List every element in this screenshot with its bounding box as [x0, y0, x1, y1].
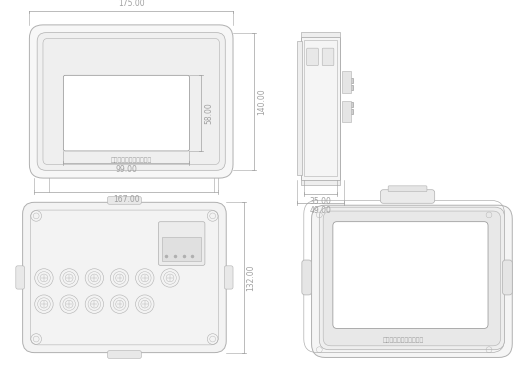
Text: 132.00: 132.00 — [246, 264, 255, 291]
Bar — [304, 41, 337, 176]
Text: 多参数在线水质监测系统: 多参数在线水质监测系统 — [382, 337, 424, 343]
FancyBboxPatch shape — [302, 260, 312, 295]
FancyBboxPatch shape — [323, 211, 501, 346]
FancyBboxPatch shape — [333, 222, 488, 328]
Bar — [346, 78, 353, 83]
Text: 99.00: 99.00 — [115, 166, 138, 174]
FancyBboxPatch shape — [388, 186, 427, 192]
FancyBboxPatch shape — [224, 266, 233, 289]
Text: 35.00: 35.00 — [310, 196, 331, 205]
FancyBboxPatch shape — [23, 202, 226, 353]
Text: 多参数在线水质监测系统: 多参数在线水质监测系统 — [110, 157, 152, 163]
Text: 167.00: 167.00 — [113, 195, 140, 203]
Bar — [341, 100, 352, 122]
Bar — [301, 32, 340, 36]
Bar — [346, 109, 353, 114]
FancyBboxPatch shape — [322, 48, 334, 65]
Bar — [162, 237, 201, 262]
FancyBboxPatch shape — [107, 196, 141, 204]
FancyBboxPatch shape — [107, 351, 141, 359]
FancyBboxPatch shape — [312, 205, 512, 357]
FancyBboxPatch shape — [29, 25, 233, 178]
FancyBboxPatch shape — [158, 222, 205, 265]
FancyBboxPatch shape — [63, 75, 190, 151]
Bar — [301, 36, 340, 180]
Bar — [346, 102, 353, 107]
Bar — [301, 180, 340, 185]
Text: 175.00: 175.00 — [118, 0, 144, 9]
Text: 140.00: 140.00 — [257, 88, 266, 115]
FancyBboxPatch shape — [319, 207, 504, 350]
FancyBboxPatch shape — [16, 266, 24, 289]
Bar — [346, 85, 353, 90]
Text: 58.00: 58.00 — [204, 102, 213, 124]
FancyBboxPatch shape — [43, 38, 219, 164]
FancyBboxPatch shape — [380, 190, 435, 203]
FancyBboxPatch shape — [37, 33, 225, 170]
Bar — [297, 41, 302, 175]
FancyBboxPatch shape — [502, 260, 512, 295]
Text: 49.00: 49.00 — [310, 206, 331, 215]
Bar — [341, 71, 352, 93]
FancyBboxPatch shape — [307, 48, 319, 65]
